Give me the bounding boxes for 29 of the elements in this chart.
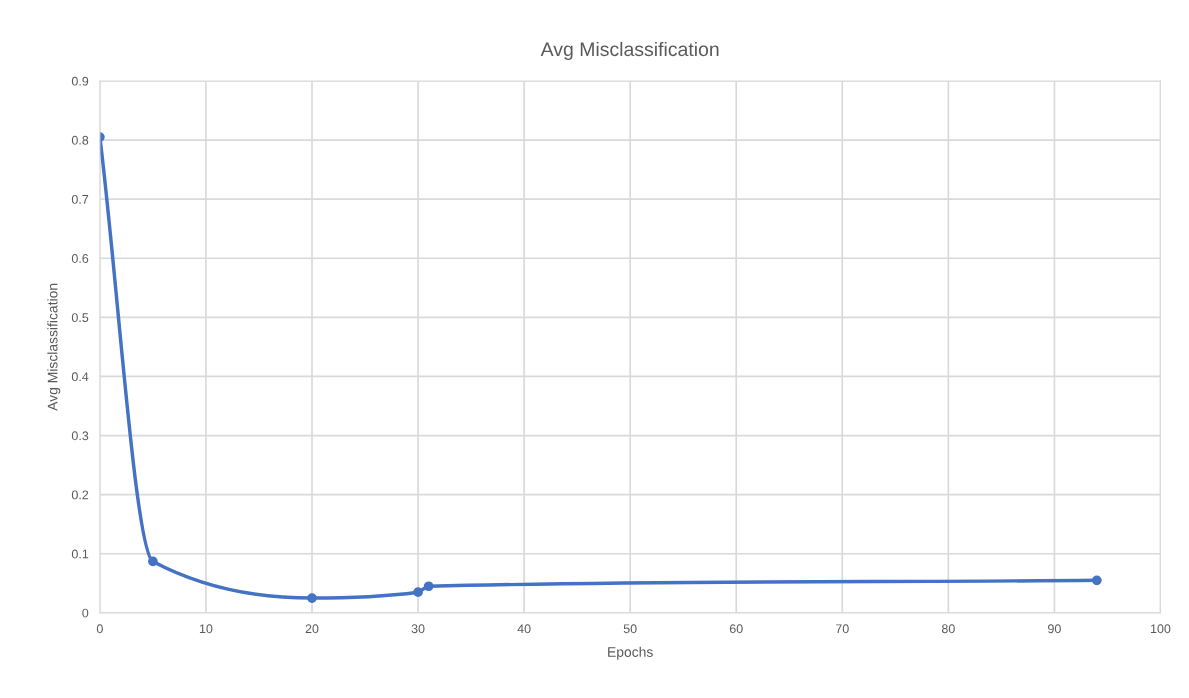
x-tick-label: 70 (835, 624, 849, 634)
x-axis-title: Epochs (608, 646, 653, 660)
x-tick-label: 60 (729, 624, 743, 634)
x-tick-label: 40 (517, 624, 531, 634)
y-tick-label: 0.6 (71, 254, 89, 263)
x-tick-label: 20 (305, 624, 319, 634)
y-axis-title: Avg Misclassification (47, 283, 61, 411)
x-tick-label: 10 (199, 624, 213, 634)
point (413, 587, 423, 598)
chart-title: Avg Misclassification (540, 41, 719, 60)
point (307, 593, 317, 603)
x-tick-label: 80 (941, 624, 955, 634)
y-tick-label: 0 (82, 608, 89, 618)
x-tick-label: 90 (1048, 624, 1061, 634)
x-tick-label: 0 (96, 624, 103, 634)
y-tick-label: 0.7 (71, 194, 89, 204)
y-tick-label: 0.1 (71, 549, 89, 559)
x-tick-label: 100 (1150, 624, 1171, 634)
y-tick-label: 0.2 (71, 490, 89, 500)
y-tick-label: 0.8 (71, 135, 89, 145)
y-tick-label: 0.3 (71, 431, 89, 441)
x-tick-label: 30 (411, 624, 425, 634)
x-tick-label: 50 (623, 624, 637, 634)
y-tick-label: 0.9 (71, 76, 89, 86)
y-tick-label: 0.5 (71, 313, 89, 323)
point (148, 556, 158, 567)
y-tick-label: 0.4 (71, 372, 89, 382)
point (423, 581, 434, 592)
point (1091, 575, 1102, 586)
